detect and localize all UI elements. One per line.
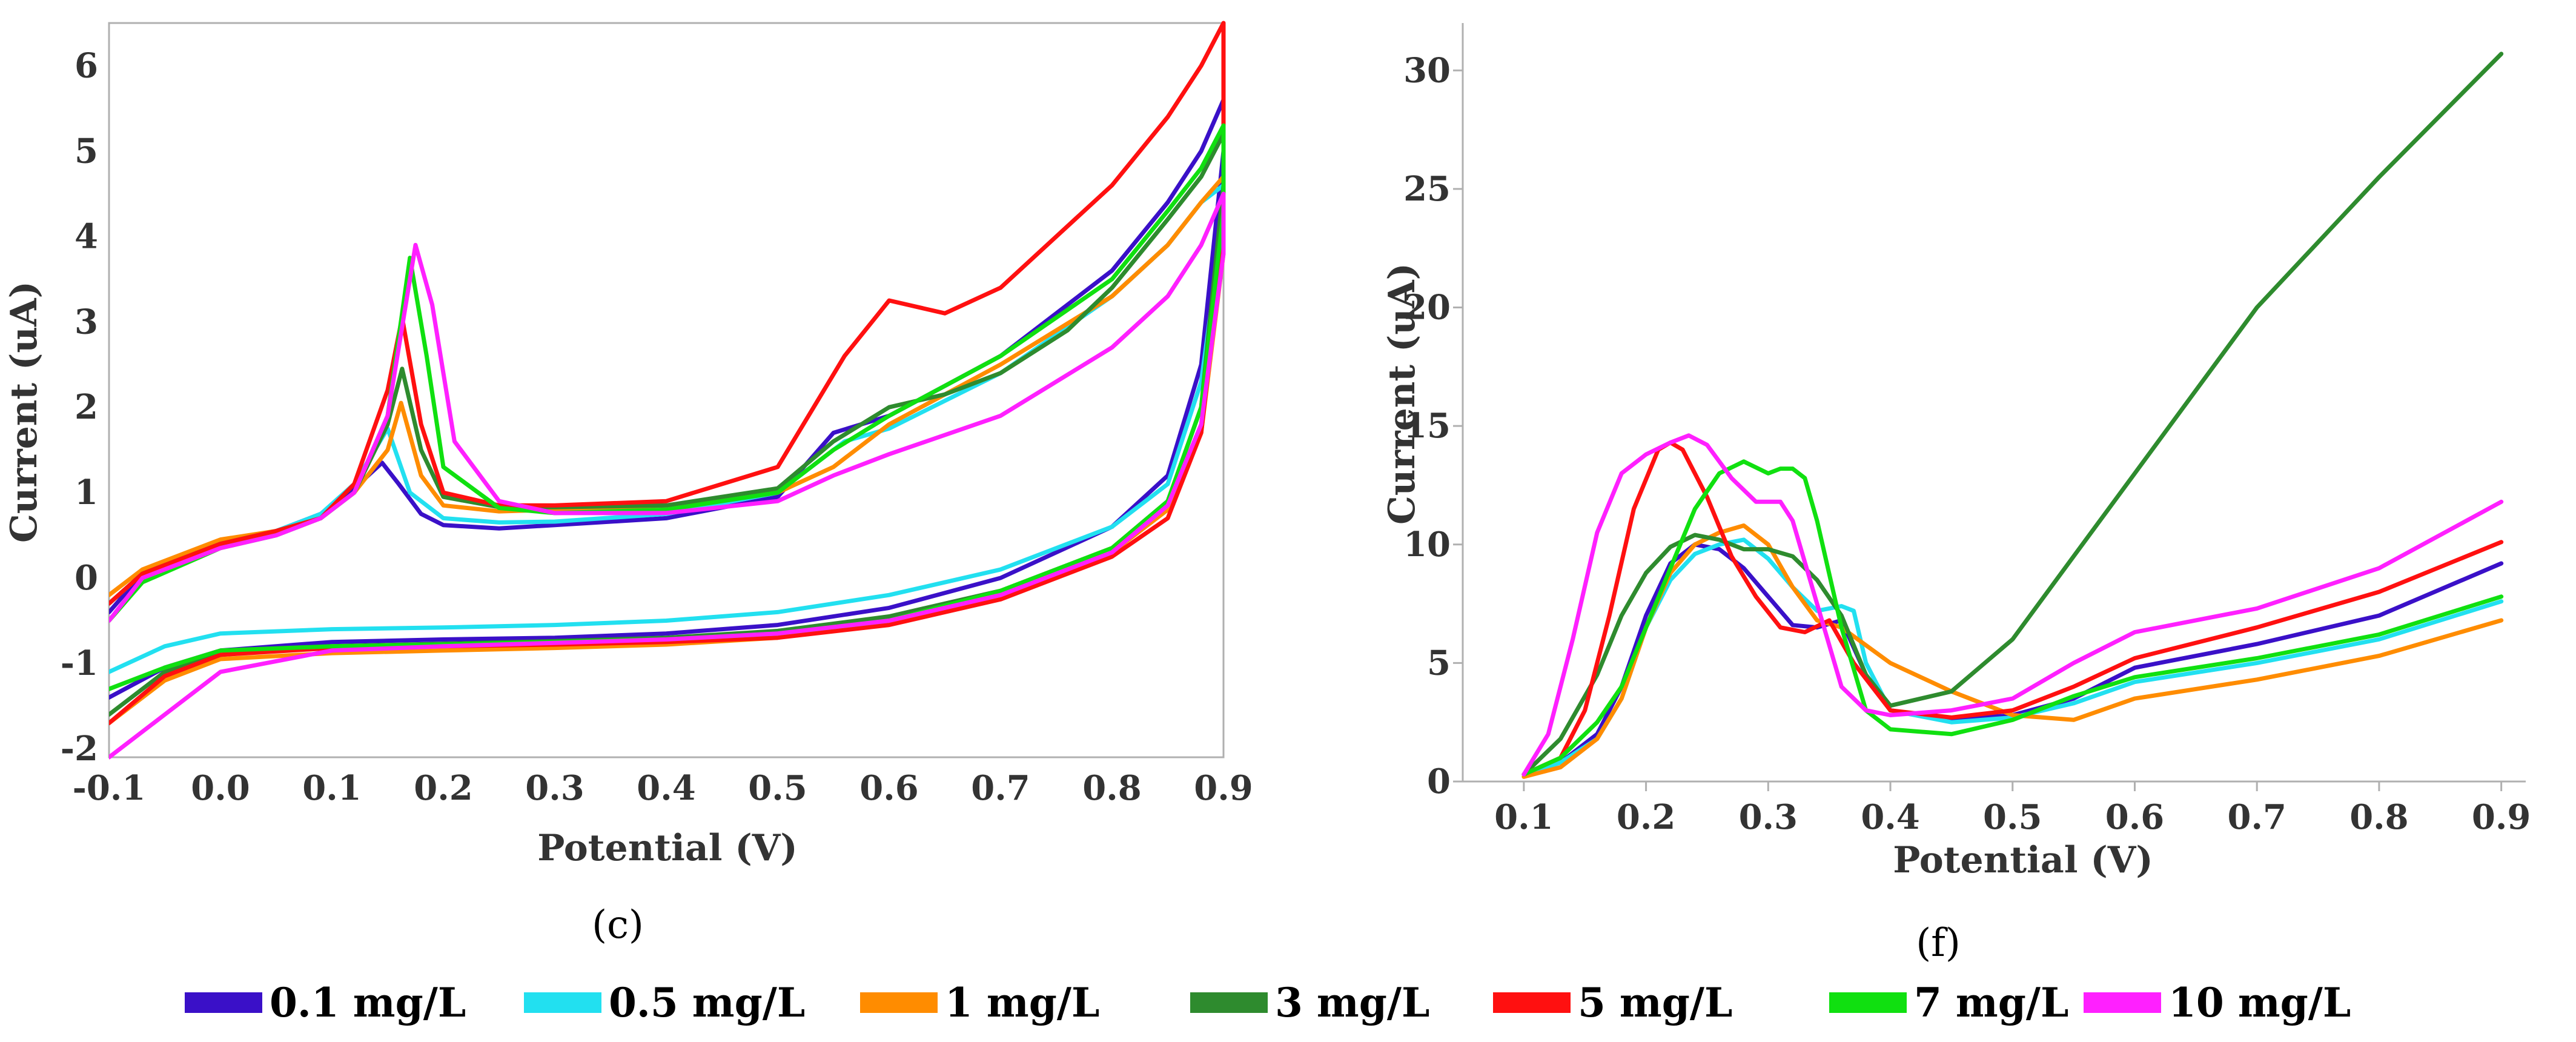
x-tick-label-c: 0.3 xyxy=(525,768,584,808)
legend-label: 0.1 mg/L xyxy=(270,979,466,1026)
y-tick-label-f: 0 xyxy=(1427,762,1451,801)
series-line-f-7-mg-l xyxy=(1521,459,2504,777)
x-axis-label-c: Potential (V) xyxy=(537,827,797,869)
series-line-f-0-1-mg-l xyxy=(1521,542,2504,777)
x-tick-label-f: 0.8 xyxy=(2349,797,2408,837)
series-line-f-1-mg-l xyxy=(1521,523,2504,779)
x-axis-label-f: Potential (V) xyxy=(1893,839,2153,881)
x-tick-label-f: 0.9 xyxy=(2472,797,2531,837)
legend: 0.1 mg/L 0.5 mg/L 1 mg/L 3 mg/L 5 mg/L 7 mg/L… xyxy=(185,979,2351,1026)
y-tick-label-c: 6 xyxy=(74,45,98,85)
x-tick-label-c: -0.1 xyxy=(73,768,146,808)
series-line-f-10-mg-l xyxy=(1521,433,2504,777)
x-tick-label-c: 0.1 xyxy=(302,768,361,808)
x-tick-label-c: 0.6 xyxy=(859,768,918,808)
panel-label-c: (c) xyxy=(592,903,644,947)
series-line-c-1-mg-l xyxy=(109,174,1226,726)
legend-swatch xyxy=(860,992,938,1013)
y-tick-label-c: 4 xyxy=(74,216,98,256)
legend-swatch xyxy=(524,992,601,1013)
legend-item: 0.1 mg/L xyxy=(185,979,466,1026)
y-tick-label-c: 0 xyxy=(74,558,98,598)
series-line-c-0-1-mg-l xyxy=(109,98,1226,700)
plot-frame-c xyxy=(108,22,1225,758)
chart-panel-c: Current (uA) Potential (V) (c) -0.1 0.0 0.… xyxy=(3,21,1253,947)
y-tick-label-c: -1 xyxy=(61,643,98,683)
legend-label: 1 mg/L xyxy=(945,979,1099,1026)
legend-swatch xyxy=(185,992,262,1013)
legend-label: 7 mg/L xyxy=(1914,979,2068,1026)
chart-panel-f: Current (uA) Potential (V) (f) 0.1 0.2 0.3… xyxy=(1381,23,2531,966)
x-tick-label-c: 0.9 xyxy=(1194,768,1253,808)
x-tick-label-f: 0.5 xyxy=(1983,797,2042,837)
x-tick-label-f: 0.1 xyxy=(1494,797,1553,837)
series-line-c-3-mg-l xyxy=(109,131,1226,717)
y-tick-label-c: 5 xyxy=(74,131,98,171)
series-line-c-5-mg-l xyxy=(109,21,1226,726)
legend-item: 1 mg/L xyxy=(860,979,1099,1026)
y-tick-label-c: 2 xyxy=(74,387,98,427)
y-tick-label-c: 1 xyxy=(74,473,98,513)
x-tick-label-c: 0.2 xyxy=(414,768,472,808)
legend-swatch xyxy=(1829,992,1907,1013)
legend-label: 10 mg/L xyxy=(2168,979,2351,1026)
y-axis-label-f: Current (uA) xyxy=(1381,263,1423,525)
legend-label: 0.5 mg/L xyxy=(609,979,805,1026)
legend-label: 5 mg/L xyxy=(1578,979,1732,1026)
y-tick-label-f: 10 xyxy=(1403,525,1451,565)
x-tick-label-c: 0.7 xyxy=(971,768,1030,808)
legend-item: 3 mg/L xyxy=(1190,979,1429,1026)
y-tick-label-c: 3 xyxy=(74,302,98,342)
legend-swatch xyxy=(1493,992,1571,1013)
x-tick-label-f: 0.4 xyxy=(1861,797,1919,837)
x-tick-label-c: 0.4 xyxy=(637,768,695,808)
y-tick-label-f: 5 xyxy=(1427,643,1451,683)
series-line-f-3-mg-l xyxy=(1521,51,2504,777)
legend-swatch xyxy=(1190,992,1268,1013)
x-tick-label-f: 0.6 xyxy=(2105,797,2164,837)
x-tick-label-c: 0.0 xyxy=(191,768,250,808)
panel-label-f: (f) xyxy=(1916,921,1961,966)
x-tick-label-c: 0.5 xyxy=(748,768,807,808)
y-tick-label-f: 15 xyxy=(1403,406,1451,446)
legend-swatch xyxy=(2084,992,2161,1013)
series-line-c-10-mg-l xyxy=(109,191,1226,760)
series-line-c-0-5-mg-l xyxy=(109,183,1226,674)
series-line-c-7-mg-l xyxy=(109,123,1226,691)
legend-item: 5 mg/L xyxy=(1493,979,1732,1026)
legend-item: 0.5 mg/L xyxy=(524,979,805,1026)
y-tick-label-f: 20 xyxy=(1403,288,1451,328)
x-tick-label-f: 0.3 xyxy=(1739,797,1798,837)
x-tick-label-f: 0.2 xyxy=(1617,797,1675,837)
x-tick-label-f: 0.7 xyxy=(2227,797,2286,837)
y-tick-label-c: -2 xyxy=(61,729,98,769)
x-tick-label-c: 0.8 xyxy=(1082,768,1141,808)
y-tick-label-f: 30 xyxy=(1403,50,1451,90)
y-axis-label-c: Current (uA) xyxy=(3,281,45,543)
legend-label: 3 mg/L xyxy=(1275,979,1429,1026)
y-tick-label-f: 25 xyxy=(1403,169,1451,209)
legend-item: 7 mg/L xyxy=(1829,979,2068,1026)
legend-item: 10 mg/L xyxy=(2084,979,2351,1026)
series-line-f-5-mg-l xyxy=(1521,440,2504,777)
